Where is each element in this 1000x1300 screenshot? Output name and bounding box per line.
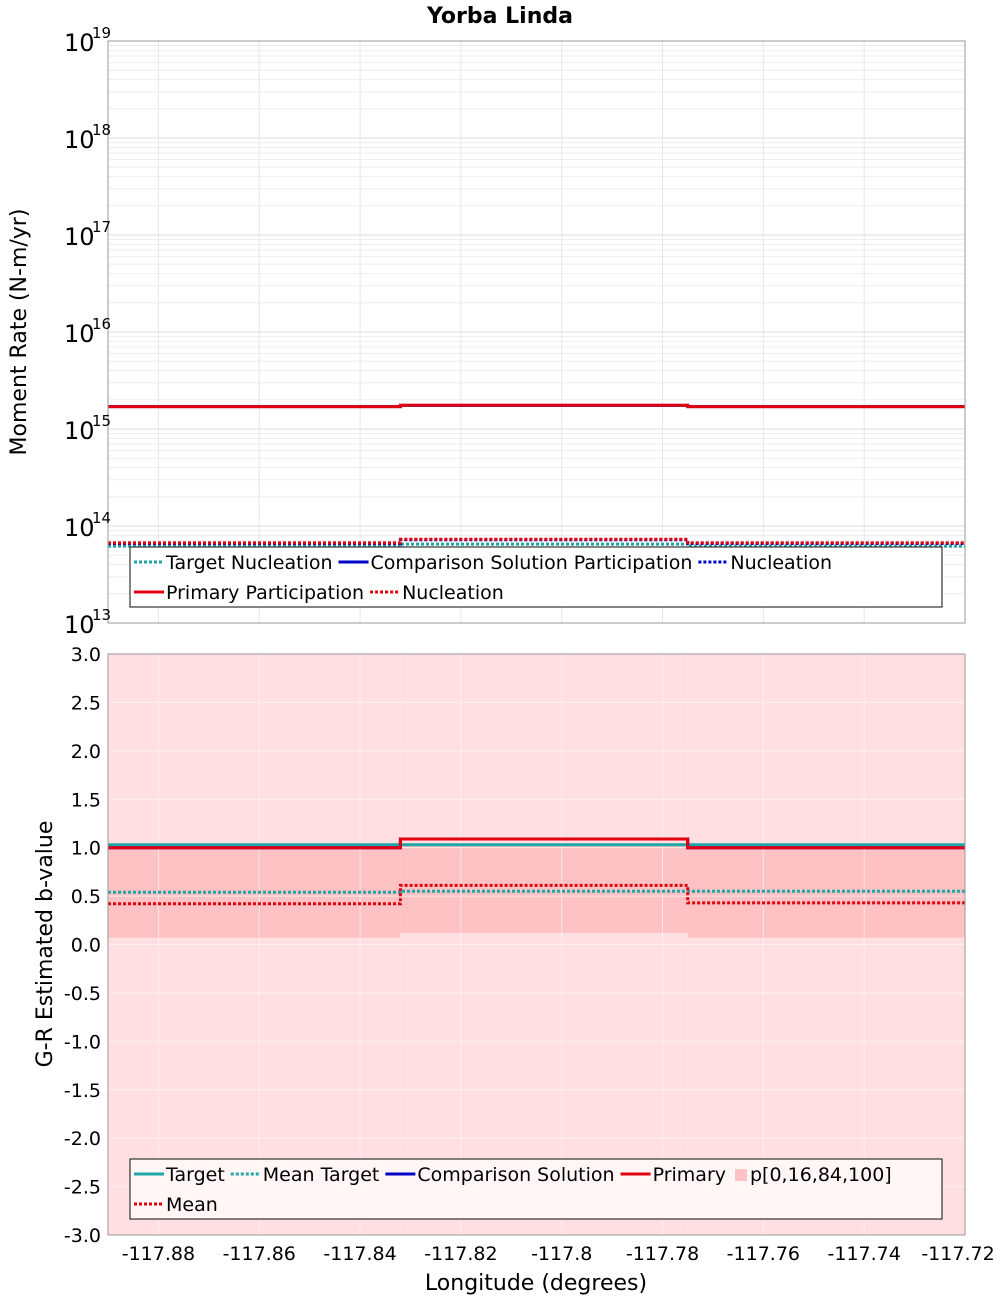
b-value-plot-frame <box>107 653 966 1236</box>
b-value-panel: 3.0 2.5 2.0 1.5 1.0 0.5 0.0 -0.5 -1.0 -1.5 -2.0 -2.… <box>33 644 995 1296</box>
y-tick-label: -1.0 <box>64 1031 101 1053</box>
x-axis-ticks: -117.88 -117.86 -117.84 -117.82 -117.8 -117.7… <box>122 1243 995 1265</box>
x-tick-label: -117.76 <box>727 1243 800 1265</box>
legend-label: Mean Target <box>263 1164 380 1186</box>
y-tick-exponent: 13 <box>92 606 111 624</box>
legend-label: Comparison Solution <box>417 1164 614 1186</box>
y-tick-base: 10 <box>64 611 95 639</box>
legend-label: Comparison Solution Participation <box>371 552 693 574</box>
x-tick-label: -117.84 <box>323 1243 396 1265</box>
legend-label: Target <box>165 1164 225 1186</box>
y-tick-exponent: 18 <box>92 121 111 139</box>
moment-rate-plot-frame <box>107 40 966 624</box>
y-tick-base: 10 <box>64 320 95 348</box>
series-line <box>108 883 965 906</box>
y-tick-label: 0.5 <box>71 886 101 908</box>
y-tick-label: 3.0 <box>71 644 101 666</box>
b-value-series <box>108 837 965 906</box>
series-line <box>108 889 965 894</box>
y-tick-base: 10 <box>64 514 95 542</box>
legend-swatch <box>735 1169 747 1181</box>
y-tick-label: -0.5 <box>64 983 101 1005</box>
y-tick-base: 10 <box>64 29 95 57</box>
y-tick-label: 2.0 <box>71 741 101 763</box>
y-tick-exponent: 16 <box>92 315 111 333</box>
x-tick-label: -117.74 <box>828 1243 901 1265</box>
y-tick-label: 1.5 <box>71 789 101 811</box>
x-tick-label: -117.88 <box>122 1243 195 1265</box>
legend-box <box>129 1158 943 1220</box>
legend-label: Target Nucleation <box>165 552 333 574</box>
y-tick-label: 0.0 <box>71 935 101 957</box>
x-tick-label: -117.78 <box>626 1243 699 1265</box>
b-value-legend: Target Mean Target Comparison Solution Prim… <box>129 1158 943 1220</box>
x-tick-label: -117.72 <box>921 1243 994 1265</box>
y-tick-base: 10 <box>64 126 95 154</box>
moment-rate-grid <box>108 40 966 624</box>
y-tick-base: 10 <box>64 223 95 251</box>
y-tick-exponent: 15 <box>92 412 111 430</box>
series-line <box>108 837 965 850</box>
b-value-y-label: G-R Estimated b-value <box>33 821 58 1068</box>
chart-title: Yorba Linda <box>426 4 573 29</box>
b-value-y-ticks: 3.0 2.5 2.0 1.5 1.0 0.5 0.0 -0.5 -1.0 -1.5 -2.0 -2.… <box>64 644 101 1247</box>
y-tick-label: 2.5 <box>71 692 101 714</box>
legend-label: p[0,16,84,100] <box>750 1164 892 1186</box>
legend-label: Mean <box>166 1194 218 1216</box>
moment-rate-legend: Target Nucleation Comparison Solution Par… <box>129 546 943 608</box>
moment-rate-y-label: Moment Rate (N-m/yr) <box>7 209 32 456</box>
y-tick-exponent: 14 <box>92 509 111 527</box>
y-tick-label: -1.5 <box>64 1080 101 1102</box>
legend-box <box>129 546 943 608</box>
y-tick-label: -2.0 <box>64 1128 101 1150</box>
legend-label: Primary <box>653 1164 726 1186</box>
series-line <box>108 403 965 409</box>
y-tick-exponent: 17 <box>92 218 111 236</box>
x-tick-label: -117.86 <box>223 1243 296 1265</box>
legend-label: Nucleation <box>402 582 504 604</box>
x-tick-label: -117.82 <box>424 1243 497 1265</box>
y-tick-label: 1.0 <box>71 838 101 860</box>
x-tick-label: -117.8 <box>531 1243 592 1265</box>
y-tick-label: -3.0 <box>64 1225 101 1247</box>
legend-label: Nucleation <box>730 552 832 574</box>
x-axis-label: Longitude (degrees) <box>425 1271 647 1296</box>
y-tick-base: 10 <box>64 417 95 445</box>
percentile-band <box>400 844 688 933</box>
y-tick-label: -2.5 <box>64 1177 101 1199</box>
legend-label: Primary Participation <box>166 582 364 604</box>
y-tick-exponent: 19 <box>92 24 111 42</box>
moment-rate-series <box>108 403 965 548</box>
